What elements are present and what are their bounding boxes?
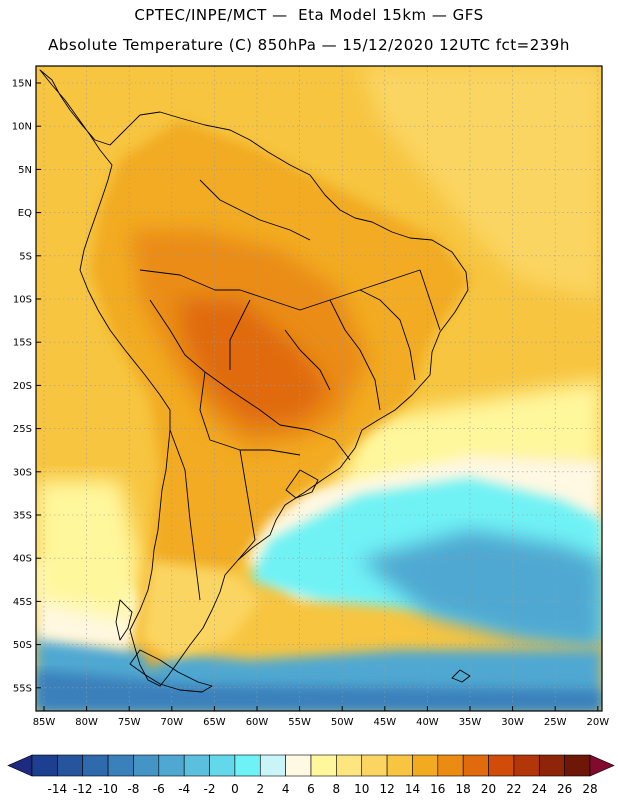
lat-tick-label: EQ: [18, 208, 32, 219]
colorbar-swatch: [183, 754, 210, 777]
colorbar-swatch: [57, 754, 84, 777]
colorbar-over-arrow: [589, 754, 615, 777]
map-title: CPTEC/INPE/MCT — Eta Model 15km — GFS: [134, 6, 484, 24]
plot-frame: [35, 65, 603, 712]
lat-tick-label: 15N: [12, 79, 32, 90]
colorbar-swatch: [462, 754, 489, 777]
lon-tick-label: 45W: [373, 717, 396, 728]
colorbar-swatch: [488, 754, 515, 777]
lon-tick-label: 40W: [416, 717, 439, 728]
lat-tick-label: 40S: [13, 554, 32, 565]
colorbar: [7, 754, 615, 777]
colorbar-swatch: [564, 754, 591, 777]
field-region: [36, 480, 140, 620]
colorbar-tick-label: 10: [354, 782, 369, 796]
lon-tick-label: 25W: [544, 717, 567, 728]
colorbar-swatch: [259, 754, 286, 777]
colorbar-swatch: [310, 754, 337, 777]
lat-tick-label: 15S: [13, 338, 32, 349]
colorbar-tick-label: -10: [98, 782, 118, 796]
colorbar-swatch: [437, 754, 464, 777]
colorbar-swatch: [513, 754, 540, 777]
colorbar-tick-label: 14: [405, 782, 420, 796]
lon-tick-label: 60W: [246, 717, 269, 728]
colorbar-tick-label: 28: [582, 782, 597, 796]
lon-tick-label: 50W: [331, 717, 354, 728]
colorbar-tick-label: 8: [333, 782, 341, 796]
field-region: [360, 530, 602, 650]
field-region: [36, 670, 602, 711]
lon-tick-label: 85W: [33, 717, 56, 728]
colorbar-swatch: [209, 754, 236, 777]
lat-tick-label: 20S: [13, 381, 32, 392]
colorbar-tick-label: 2: [256, 782, 264, 796]
colorbar-tick-label: 6: [307, 782, 315, 796]
colorbar-tick-label: 20: [481, 782, 496, 796]
colorbar-labels: -14 -12 -10 -8 -6 -4 -2 0 2 4 6 8 10 12 14 16 18 20 22 24 26…: [48, 782, 598, 796]
colorbar-tick-label: 0: [231, 782, 239, 796]
lat-tick-label: 5S: [19, 251, 32, 262]
coastlines: [39, 69, 471, 693]
lat-tick-label: 45S: [13, 597, 32, 608]
lat-tick-label: 10S: [13, 295, 32, 306]
lon-tick-label: 20W: [586, 717, 609, 728]
colorbar-swatch: [285, 754, 312, 777]
colorbar-tick-label: 22: [506, 782, 521, 796]
lon-tick-label: 80W: [75, 717, 98, 728]
colorbar-tick-label: 4: [282, 782, 290, 796]
colorbar-under-arrow: [7, 754, 33, 777]
colorbar-tick-label: -4: [178, 782, 190, 796]
field-region: [140, 560, 260, 660]
colorbar-tick-label: 12: [379, 782, 394, 796]
colorbar-swatch: [31, 754, 58, 777]
lon-tick-label: 30W: [501, 717, 524, 728]
lat-tick-label: 50S: [13, 640, 32, 651]
lon-tick-label: 35W: [459, 717, 482, 728]
colorbar-swatch: [82, 754, 109, 777]
lon-tick-label: 75W: [118, 717, 141, 728]
lat-tick-label: 55S: [13, 683, 32, 694]
lat-tick-label: 10N: [12, 122, 32, 133]
lat-tick-label: 5N: [18, 165, 32, 176]
lat-tick-label: 30S: [13, 467, 32, 478]
colorbar-tick-label: -2: [204, 782, 216, 796]
lon-tick-label: 55W: [288, 717, 311, 728]
lon-tick-label: 70W: [160, 717, 183, 728]
colorbar-swatch: [158, 754, 185, 777]
colorbar-swatch: [386, 754, 413, 777]
lat-tick-label: 35S: [13, 511, 32, 522]
lon-tick-label: 65W: [203, 717, 226, 728]
colorbar-swatch: [234, 754, 261, 777]
colorbar-swatch: [336, 754, 363, 777]
latitude-axis: 15N 10N 5N EQ 5S 10S 15S 20S 25S 30S 35S 40S 45S 50S 5…: [12, 79, 41, 694]
colorbar-tick-label: -12: [73, 782, 93, 796]
colorbar-tick-label: -14: [48, 782, 68, 796]
colorbar-tick-label: 16: [430, 782, 445, 796]
colorbar-tick-label: 26: [557, 782, 572, 796]
colorbar-tick-label: -6: [153, 782, 165, 796]
colorbar-swatch: [133, 754, 160, 777]
temperature-field: [36, 66, 602, 711]
lat-tick-label: 25S: [13, 424, 32, 435]
colorbar-tick-label: -8: [127, 782, 139, 796]
colorbar-tick-label: 24: [532, 782, 547, 796]
field-region: [180, 300, 330, 425]
colorbar-swatch: [361, 754, 388, 777]
field-region: [360, 66, 602, 300]
colorbar-swatch: [412, 754, 439, 777]
longitude-axis: 85W 80W 75W 70W 65W 60W 55W 50W 45W 40W 35W 30W 25W 2…: [33, 706, 609, 728]
colorbar-swatch: [538, 754, 565, 777]
map-subtitle: Absolute Temperature (C) 850hPa — 15/12/…: [48, 36, 570, 54]
colorbar-swatch: [107, 754, 134, 777]
colorbar-tick-label: 18: [456, 782, 471, 796]
